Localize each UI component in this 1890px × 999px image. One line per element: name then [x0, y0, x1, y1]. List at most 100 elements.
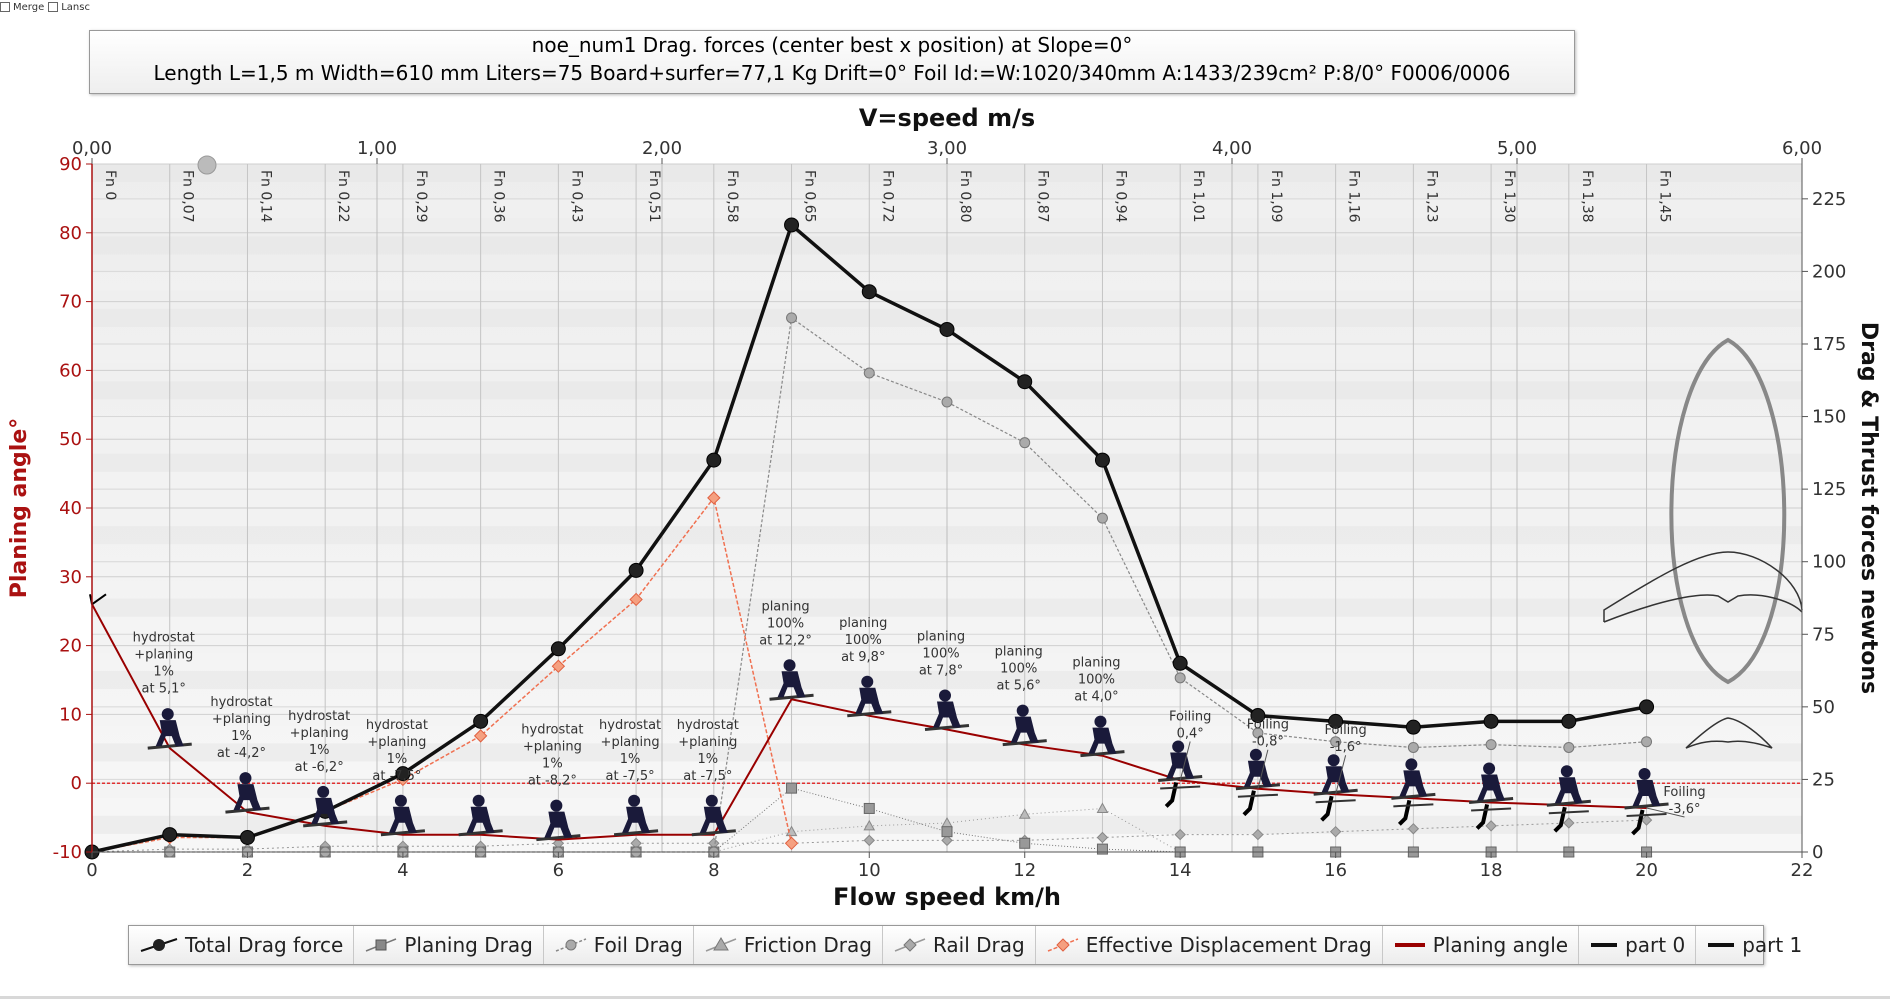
annotation-line: 1%	[542, 757, 563, 772]
x-tick-label: 12	[1013, 860, 1036, 881]
y-tick-label: 0	[71, 773, 82, 794]
board-shadow	[1471, 807, 1512, 812]
x-tick-label: 18	[1480, 860, 1503, 881]
annotation-line: 100%	[767, 616, 804, 631]
annotation-line: +planing	[290, 726, 349, 741]
surfer-head	[705, 794, 718, 807]
total-drag-point	[1561, 713, 1577, 729]
froude-label: Fn 1,23	[1423, 170, 1439, 223]
y2-tick-label: 0	[1812, 842, 1823, 863]
legend-item-rail-drag[interactable]: Rail Drag	[883, 926, 1036, 964]
annotation-line: 1%	[698, 752, 719, 767]
y2-axis-title: Drag & Thrust forces newtons	[1856, 322, 1881, 694]
legend-item-planing-drag[interactable]: Planing Drag	[354, 926, 544, 964]
board-shadow	[1393, 803, 1434, 808]
merge-checkbox[interactable]: Merge	[0, 2, 44, 13]
annotation-line: planing	[761, 599, 809, 614]
surfer-head	[1638, 767, 1651, 780]
total-drag-point	[1172, 655, 1188, 671]
annotation-line: +planing	[523, 740, 582, 755]
annotation-line: hydrostat	[210, 695, 272, 710]
board-shadow	[1315, 799, 1356, 804]
surfer-head	[1094, 715, 1107, 728]
surfer-icon	[1624, 767, 1669, 836]
y-tick-label: 30	[59, 567, 82, 588]
board-mark	[536, 834, 581, 842]
legend-item-part-0[interactable]: part 0	[1579, 926, 1697, 964]
board-mark	[1002, 739, 1047, 747]
checkbox-box[interactable]	[48, 2, 59, 12]
legend-item-total-drag[interactable]: Total Drag force	[129, 926, 355, 964]
annotation-line: -1,6°	[1330, 740, 1362, 755]
board-mark	[1546, 799, 1591, 807]
annotation-line: at 7,8°	[919, 664, 963, 679]
displacement-drag-point	[784, 836, 799, 850]
surfer-head	[472, 794, 485, 807]
board-mark	[1624, 802, 1669, 810]
y2-tick-label: 225	[1812, 189, 1846, 210]
legend-item-part-1[interactable]: part 1	[1696, 926, 1812, 964]
annotation-label: planing 100% at 9,8°	[839, 616, 887, 665]
chart-legend: Total Drag force Planing Drag Foil Drag …	[128, 925, 1802, 965]
annotation-label: hydrostat +planing 1% at -4,2°	[210, 695, 272, 761]
surfer-head	[239, 772, 252, 785]
foil-drag-point	[1252, 727, 1264, 739]
annotation-line: +planing	[367, 735, 426, 750]
surfer-head	[628, 794, 641, 807]
surfer-head	[1172, 740, 1185, 753]
legend-label: Friction Drag	[743, 933, 872, 957]
toolbar: Merge Lansc	[0, 0, 90, 14]
froude-label: Fn 1,45	[1657, 170, 1673, 223]
displacement-drag-point	[707, 491, 721, 505]
board-mark	[147, 742, 192, 750]
x2-tick-label: 6,00	[1782, 138, 1822, 159]
surfer-icon	[769, 659, 814, 701]
annotation-line: at -8,2°	[528, 774, 577, 789]
annotation-line: 100%	[922, 647, 959, 662]
series-planing-angle-line	[91, 603, 1647, 841]
annotation-line: +planing	[212, 712, 271, 727]
annotation-line: hydrostat	[366, 718, 428, 733]
window-bottom-border	[0, 996, 1890, 999]
legend-label: Planing angle	[1432, 933, 1569, 957]
surfer-icon	[458, 794, 503, 837]
annotation-line: -3,6°	[1669, 802, 1701, 817]
legend-item-planing-angle[interactable]: Planing angle	[1383, 926, 1580, 964]
y2-tick-label: 25	[1812, 769, 1835, 790]
x-tick-label: 14	[1169, 860, 1192, 881]
surfer-body	[466, 806, 495, 833]
legend-item-displacement-drag[interactable]: Effective Displacement Drag	[1036, 926, 1383, 964]
annotation-label: hydrostat +planing 1% at -6,2°	[288, 709, 350, 775]
froude-label: Fn 0,51	[646, 170, 662, 223]
annotation-label: Foiling -3,6°	[1663, 785, 1705, 817]
rail-drag-point	[1640, 814, 1653, 826]
total-drag-point	[1483, 713, 1499, 729]
board-shadow	[1626, 812, 1667, 817]
annotation-label: hydrostat +planing 1% at -8,2°	[521, 723, 583, 789]
x-tick-label: 20	[1635, 860, 1658, 881]
checkbox-box[interactable]	[0, 2, 10, 12]
rail-drag-point	[941, 834, 953, 847]
chart-title-box: noe_num1 Drag. forces (center best x pos…	[89, 30, 1575, 94]
annotation-line: hydrostat	[521, 723, 583, 738]
displacement-drag-point	[551, 659, 566, 673]
y-tick-label: 80	[59, 223, 82, 244]
total-drag-point	[1328, 713, 1344, 729]
surfer-body	[233, 784, 262, 811]
surfer-icon	[380, 794, 426, 837]
board-mark	[1391, 792, 1436, 800]
legend-label: Rail Drag	[932, 933, 1025, 957]
x2-tick-label: 5,00	[1497, 138, 1537, 159]
legend-item-foil-drag[interactable]: Foil Drag	[544, 926, 694, 964]
legend-item-friction-drag[interactable]: Friction Drag	[694, 926, 883, 964]
board-mark	[458, 829, 503, 837]
surfer-body	[388, 806, 417, 833]
rail-drag-point	[1329, 825, 1342, 838]
annotation-line: planing	[917, 630, 965, 645]
surfer-body	[1088, 727, 1117, 754]
foil-drag-point	[1485, 739, 1497, 751]
annotation-line: 100%	[1000, 662, 1037, 677]
surfer-body	[1632, 779, 1661, 806]
total-drag-point	[706, 452, 722, 468]
lansc-checkbox[interactable]: Lansc	[48, 2, 90, 13]
